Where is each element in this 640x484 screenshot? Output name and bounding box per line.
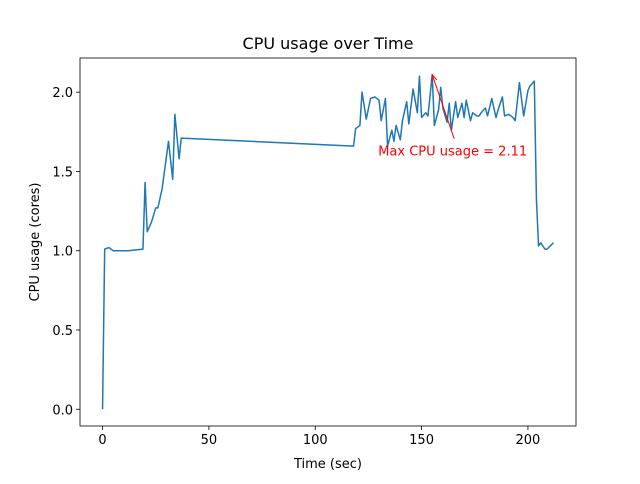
x-tick-label: 150	[409, 433, 434, 448]
annotation-arrow	[431, 74, 455, 139]
y-axis-label: CPU usage (cores)	[28, 183, 43, 302]
y-tick-label: 0.0	[52, 403, 73, 418]
chart-title: CPU usage over Time	[243, 34, 414, 53]
annotation-arrowhead	[431, 73, 438, 82]
data-line	[101, 73, 554, 410]
y-tick-label: 2.0	[52, 86, 73, 101]
y-tick-label: 1.5	[52, 165, 73, 180]
x-tick-label: 50	[201, 433, 218, 448]
plot-frame	[79, 57, 577, 427]
x-tick-label: 100	[303, 433, 328, 448]
x-tick-label: 0	[98, 433, 106, 448]
annotation-text: Max CPU usage = 2.11	[378, 145, 527, 160]
y-tick-label: 0.5	[52, 324, 73, 339]
y-tick-label: 1.0	[52, 245, 73, 260]
x-tick-label: 200	[516, 433, 541, 448]
x-axis-label: Time (sec)	[293, 457, 362, 472]
